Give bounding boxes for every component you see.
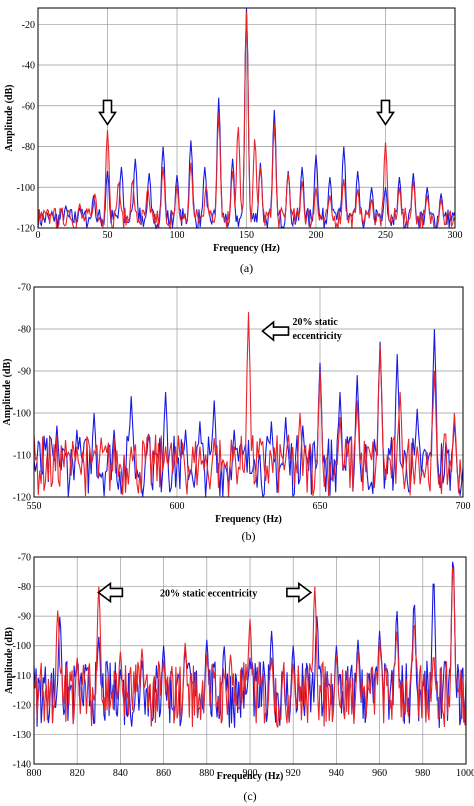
y-tick-label: -40 [22, 61, 35, 72]
y-tick-label: -20 [22, 20, 35, 31]
panel-caption: (c) [243, 789, 256, 803]
x-tick-label: 100 [170, 230, 185, 241]
panel-caption: (a) [240, 261, 253, 275]
y-tick-label: -100 [13, 409, 31, 420]
y-tick-label: -80 [18, 325, 31, 336]
y-tick-label: -70 [18, 553, 31, 564]
down-arrow-icon [376, 99, 395, 126]
x-tick-label: 250 [378, 230, 393, 241]
y-tick-label: -90 [18, 367, 31, 378]
y-tick-label: -140 [13, 760, 31, 771]
x-tick-label: 900 [243, 768, 258, 779]
chart-2: 550 600 650 700 -120 -110 -100 -90 -80 -70 Frequen… [2, 283, 471, 544]
x-tick-label: 650 [313, 501, 328, 512]
x-tick-label: 960 [372, 768, 387, 779]
x-tick-label: 150 [239, 230, 254, 241]
x-axis-label: Frequency (Hz) [213, 243, 280, 254]
annotation-text: 20% static eccentricity [293, 317, 342, 342]
y-tick-label: -110 [13, 451, 31, 462]
y-tick-label: -60 [22, 101, 35, 112]
y-tick-label: -80 [18, 582, 31, 593]
chart-1: 0 50 100 150 200 250 300 -120 -100 -80 -60 -40 -20 Fr… [4, 7, 463, 275]
axes-frame [33, 286, 464, 498]
axes-frame [33, 556, 467, 765]
x-tick-label: 800 [27, 768, 42, 779]
y-tick-label: -90 [18, 612, 31, 623]
x-tick-label: 550 [27, 501, 42, 512]
x-tick-label: 920 [286, 768, 301, 779]
y-tick-label: -120 [13, 700, 31, 711]
x-tick-label: 1000 [456, 768, 474, 779]
x-tick-label: 200 [309, 230, 324, 241]
x-tick-label: 700 [456, 501, 471, 512]
x-tick-label: 300 [448, 230, 463, 241]
chart-3: 800 820 840 860 880 900 920 940 960 980 1000 -140 -1… [4, 553, 474, 804]
y-axis-label: Amplitude (dB) [4, 627, 15, 694]
y-tick-label: -120 [17, 224, 35, 235]
series-line-1 [37, 12, 456, 230]
series-line-1 [33, 312, 464, 497]
y-tick-label: -80 [22, 142, 35, 153]
x-tick-label: 820 [70, 768, 85, 779]
y-axis-label: Amplitude (dB) [4, 85, 15, 152]
x-tick-label: 600 [170, 501, 185, 512]
right-arrow-icon [286, 581, 313, 604]
x-tick-label: 880 [199, 768, 214, 779]
y-tick-label: -100 [17, 183, 35, 194]
series-line-2 [33, 328, 464, 499]
y-tick-label: -110 [13, 671, 31, 682]
x-tick-label: 840 [113, 768, 128, 779]
y-axis-label: Amplitude (dB) [2, 359, 13, 426]
annotation-text: 20% static eccentricity [160, 588, 257, 599]
x-tick-label: 860 [156, 768, 171, 779]
left-arrow-icon [97, 581, 124, 604]
y-tick-label: -70 [18, 283, 31, 294]
x-axis-label: Frequency (Hz) [215, 514, 282, 525]
y-tick-label: -120 [13, 493, 31, 504]
down-arrow-icon [98, 99, 117, 126]
x-axis-label: Frequency (Hz) [217, 771, 284, 782]
x-tick-label: 0 [36, 230, 41, 241]
x-tick-label: 940 [329, 768, 344, 779]
series-line-1 [33, 567, 467, 728]
panel-caption: (b) [242, 529, 256, 543]
x-tick-label: 50 [103, 230, 113, 241]
axes-frame [37, 7, 456, 229]
x-tick-label: 980 [415, 768, 430, 779]
left-arrow-icon [261, 320, 290, 342]
y-tick-label: -100 [13, 641, 31, 652]
y-tick-label: -130 [13, 730, 31, 741]
